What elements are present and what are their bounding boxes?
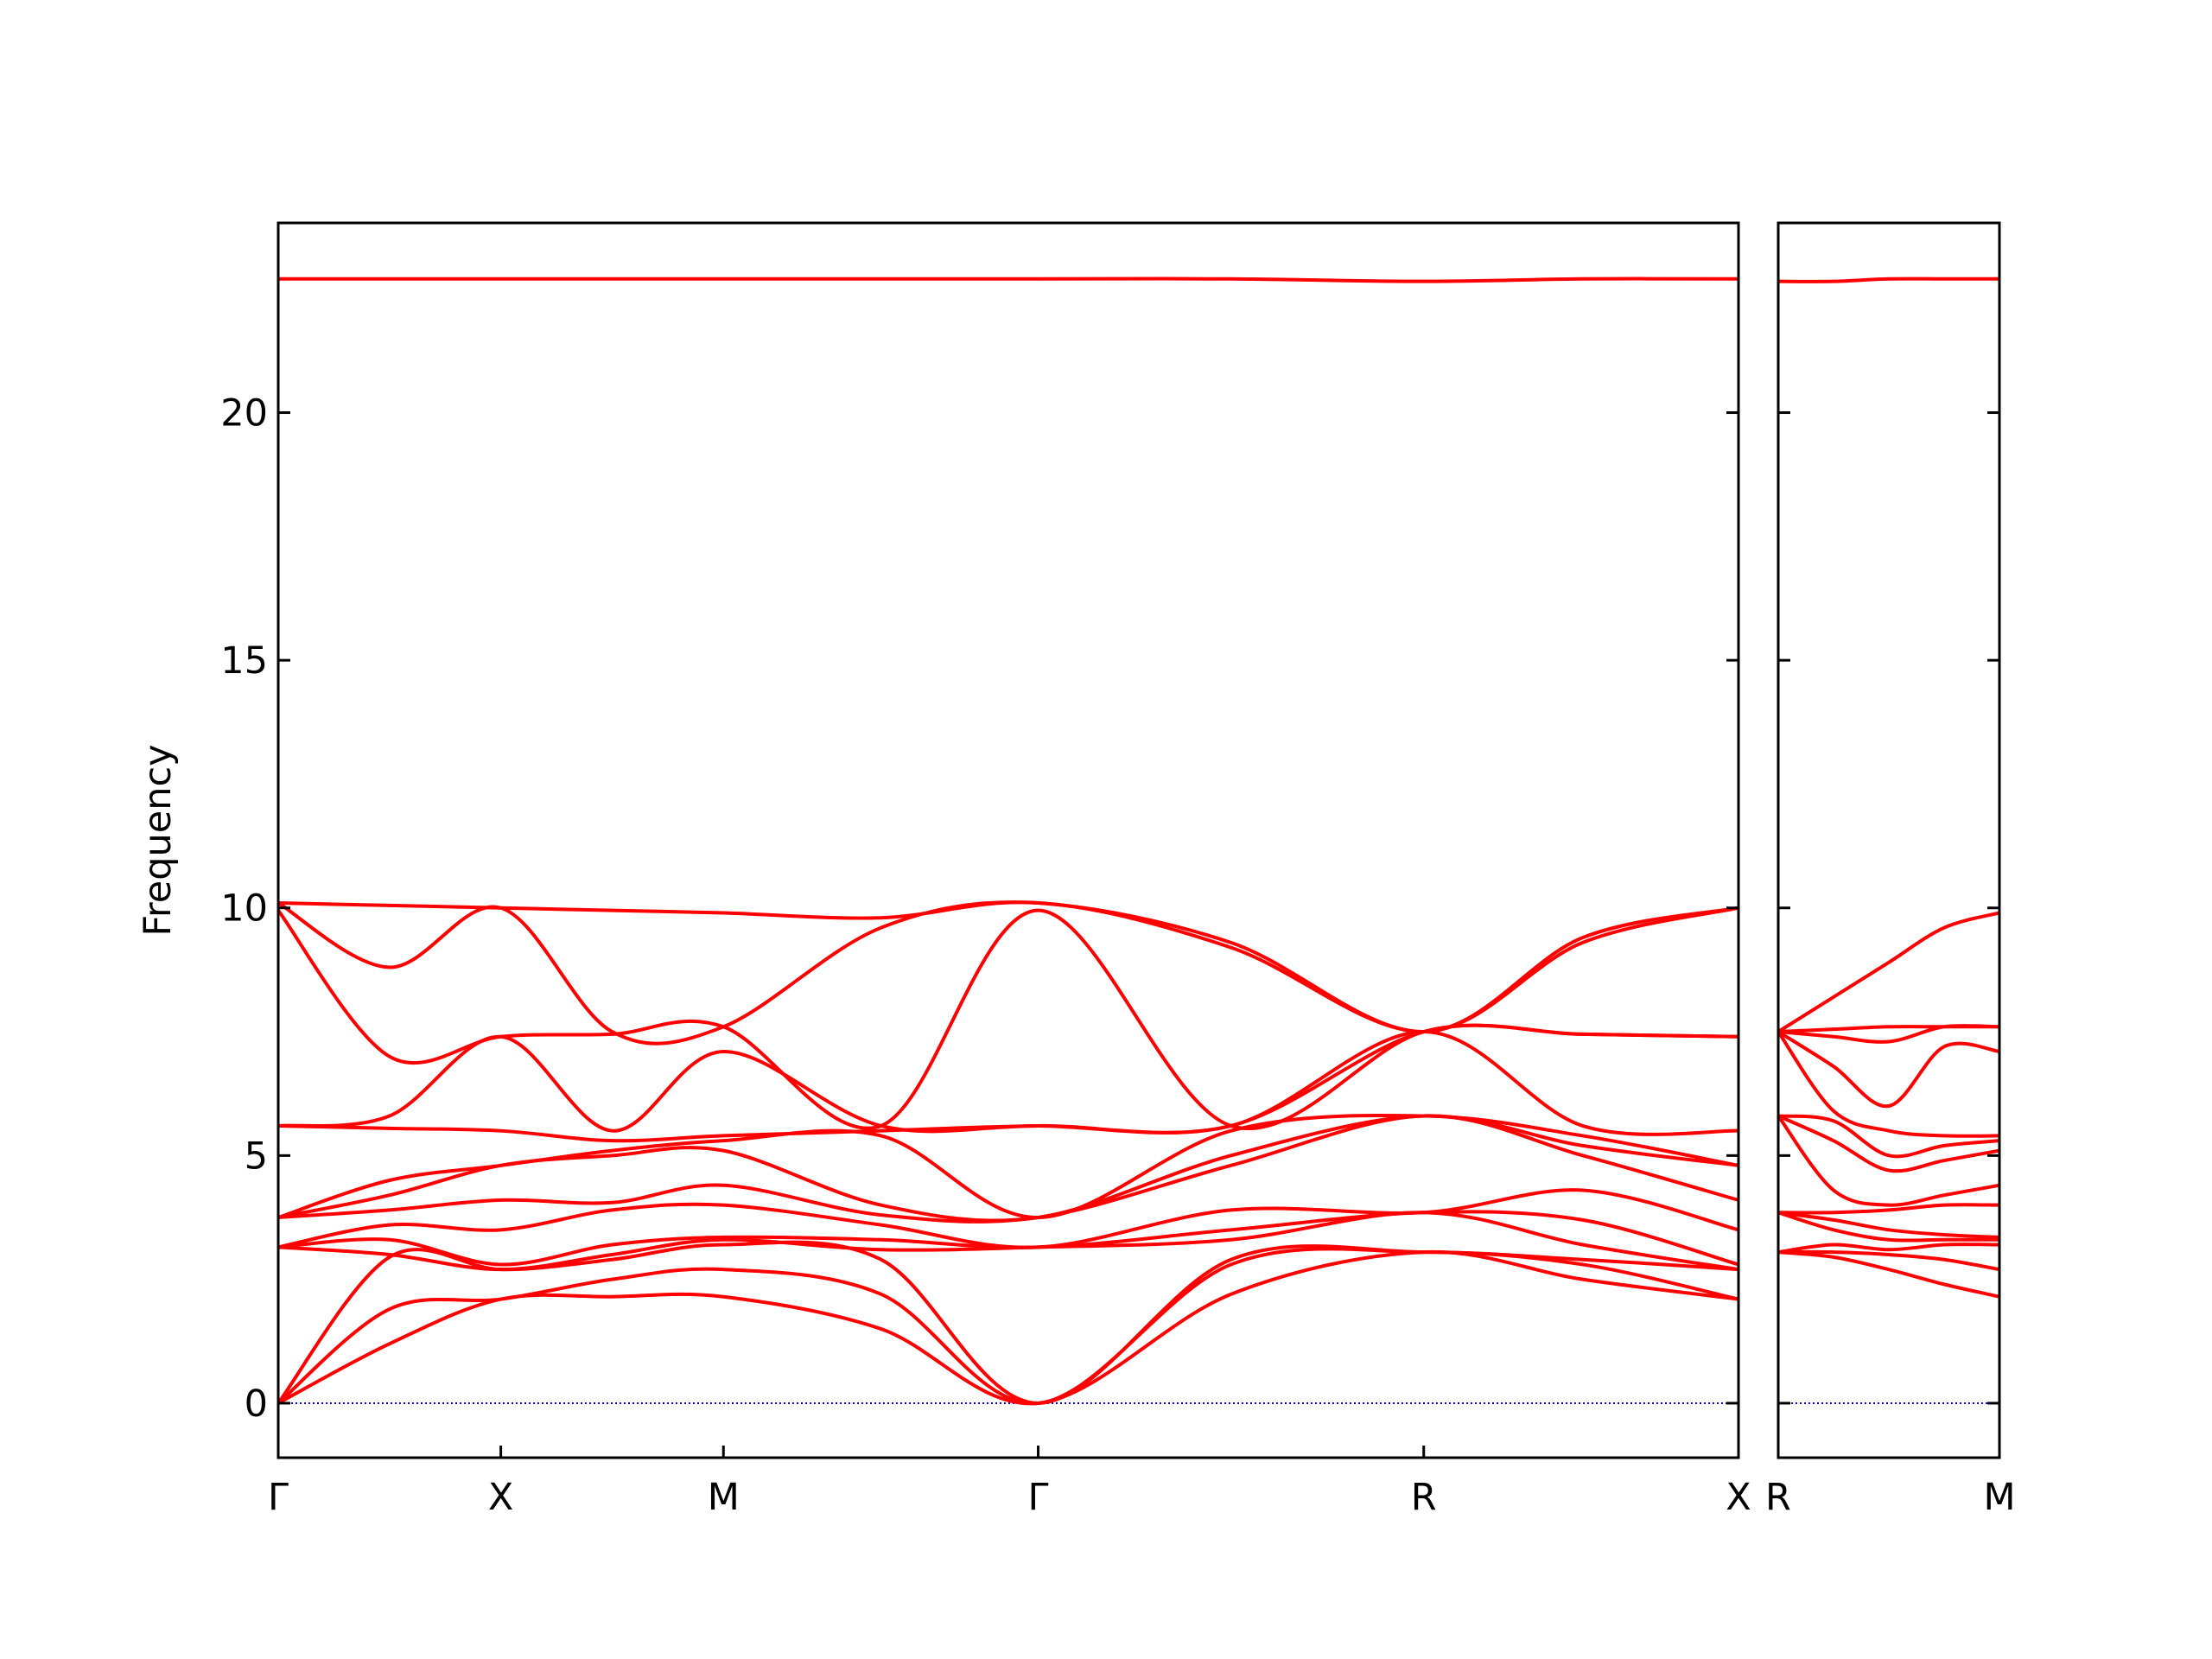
x-tick-label: X [488, 1476, 513, 1519]
band-line [1778, 1030, 1999, 1109]
y-tick-label: 10 [220, 887, 268, 931]
band-line [1778, 1025, 1999, 1034]
x-tick-label: R [1765, 1476, 1791, 1519]
band-line [278, 276, 1738, 283]
x-tick-label: M [708, 1476, 740, 1519]
y-tick-label: 5 [245, 1135, 268, 1178]
band-line [278, 1211, 1738, 1272]
x-tick-label: R [1411, 1476, 1437, 1519]
band-line [278, 1247, 1738, 1405]
band-line [1778, 1115, 1999, 1207]
band-line [278, 1210, 1738, 1267]
band-line [1778, 276, 1999, 283]
band-line [278, 900, 1738, 1034]
band-line [278, 1023, 1738, 1135]
band-line [278, 908, 1738, 1130]
band-line [1778, 1249, 1999, 1272]
y-tick-label: 15 [220, 639, 268, 683]
band-line [278, 1188, 1738, 1249]
axes-frame [1777, 221, 2001, 1459]
band-line [1778, 1203, 1999, 1215]
y-axis-label: Frequency [137, 744, 180, 936]
band-line [1778, 1030, 1999, 1138]
band-line [278, 900, 1738, 1046]
band-line [1778, 1243, 1999, 1255]
band-line [278, 1114, 1738, 1220]
band-line [1778, 1211, 1999, 1239]
x-tick-label: Γ [268, 1476, 289, 1519]
y-tick-label: 20 [220, 392, 268, 435]
band-line [278, 1249, 1738, 1406]
band-line [278, 1240, 1738, 1405]
band-line [1778, 911, 1999, 1033]
band-line [1778, 1250, 1999, 1299]
x-tick-label: X [1726, 1476, 1751, 1519]
x-tick-label: M [1983, 1476, 2015, 1519]
x-tick-label: Γ [1028, 1476, 1049, 1519]
band-line [1778, 1114, 1999, 1159]
band-line [278, 1030, 1738, 1143]
axes-frame [276, 221, 1740, 1459]
band-line [1778, 1211, 1999, 1243]
band-line [1778, 1114, 1999, 1173]
y-tick-label: 0 [245, 1382, 268, 1426]
